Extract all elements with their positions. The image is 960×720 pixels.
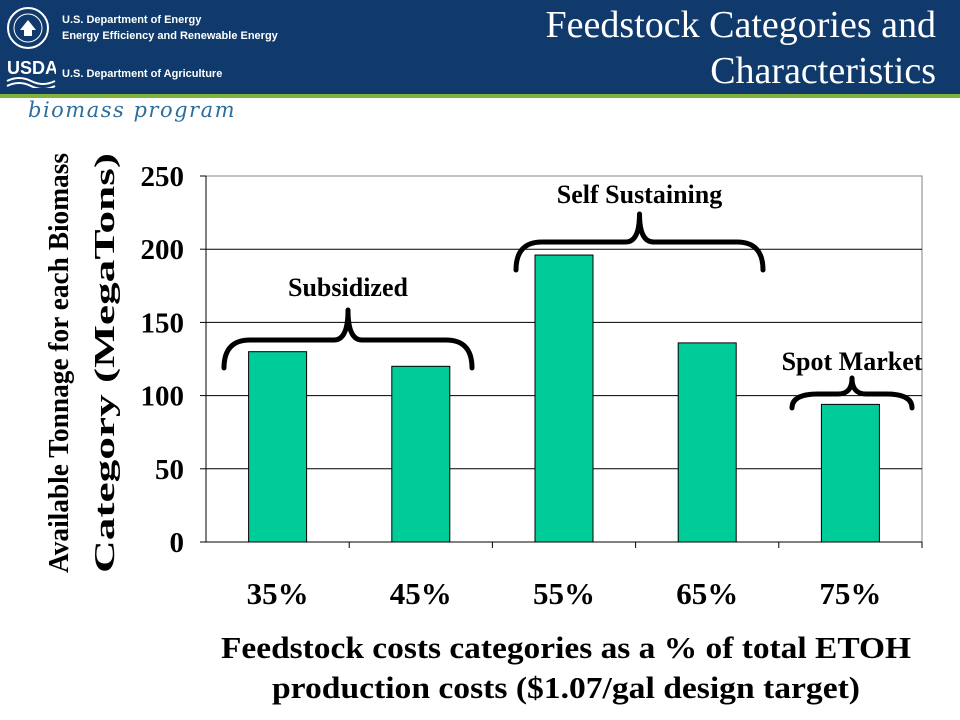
x-tick-label: 75% [819, 576, 881, 611]
bar [391, 365, 451, 543]
annotation-label: Subsidized [288, 273, 408, 302]
usda-line: U.S. Department of Agriculture [62, 68, 223, 80]
annotation-brace [513, 211, 766, 273]
annotation-label: Spot Market [782, 347, 923, 376]
y-axis-label: Category (MegaTons) [90, 153, 121, 573]
bar [248, 351, 308, 543]
x-tick-label: 45% [390, 576, 452, 611]
header-banner: U.S. Department of Energy Energy Efficie… [0, 0, 960, 94]
usda-logo: USDA [6, 58, 56, 88]
doe-seal-icon [7, 7, 49, 49]
x-axis-label: Feedstock costs categories as a % of tot… [221, 630, 911, 665]
annotation-label: Self Sustaining [557, 180, 722, 209]
y-tick-label: 150 [141, 307, 185, 339]
x-axis-label: production costs ($1.07/gal design targe… [272, 670, 860, 705]
y-tick-label: 50 [155, 454, 184, 486]
doe-line-2: Energy Efficiency and Renewable Energy [62, 30, 278, 42]
accent-rule [0, 94, 960, 98]
usda-logo-text: USDA [7, 58, 56, 78]
bar [534, 254, 594, 543]
program-name: biomass program [28, 98, 237, 122]
y-tick-label: 200 [141, 234, 185, 266]
x-tick-label: 65% [676, 576, 738, 611]
y-axis-label: Available Tonnage for each Biomass [44, 153, 75, 573]
annotation-brace [789, 375, 915, 411]
annotation-brace [221, 307, 475, 371]
bar [677, 342, 737, 543]
y-tick-label: 100 [141, 381, 185, 413]
doe-line-1: U.S. Department of Energy [62, 14, 202, 26]
slide-title: Feedstock Categories and Characteristics [545, 4, 936, 92]
bar [820, 403, 880, 543]
y-tick-label: 0 [170, 527, 185, 559]
x-tick-label: 55% [533, 576, 595, 611]
x-tick-label: 35% [247, 576, 309, 611]
y-tick-label: 250 [141, 161, 185, 193]
